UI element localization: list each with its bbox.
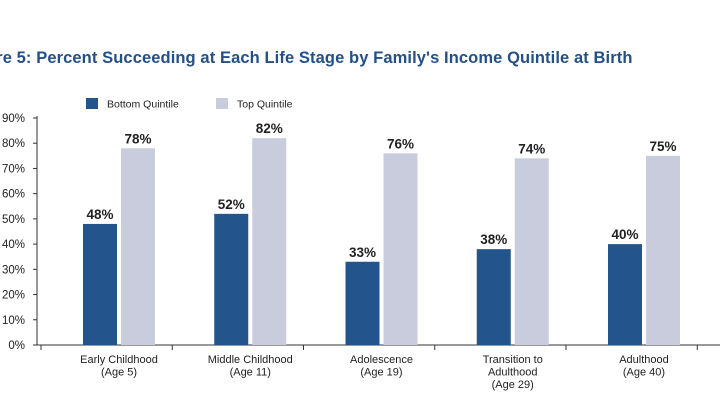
data-label: 76%: [387, 136, 414, 151]
data-label: 75%: [649, 139, 676, 154]
y-axis: 0% 10% 20% 30% 40% 50% 60% 70% 80% 90%: [2, 113, 38, 352]
y-tick-label: 70%: [2, 163, 25, 175]
category-label: Middle Childhood (Age 11): [208, 354, 293, 379]
bar-bottom-quintile: [83, 223, 117, 345]
data-label: 40%: [611, 227, 638, 242]
y-tick-label: 0%: [8, 340, 25, 352]
bar-bottom-quintile: [345, 261, 380, 345]
legend-label: Top Quintile: [237, 99, 293, 111]
data-label: 48%: [86, 207, 113, 222]
bar-top-quintile: [514, 158, 549, 345]
bar-top-quintile: [121, 148, 155, 345]
legend-swatch: [86, 98, 98, 109]
y-tick-label: 30%: [2, 264, 25, 276]
y-tick-label: 80%: [2, 138, 25, 150]
y-tick-label: 50%: [2, 214, 25, 226]
y-tick-label: 10%: [2, 315, 25, 327]
data-label: 52%: [218, 197, 245, 212]
bar-bottom-quintile: [608, 244, 642, 345]
bars: 48% 78% 52% 82% 33% 76% 38% 74% 40% 75%: [83, 121, 680, 345]
x-axis: Early Childhood (Age 5) Middle Childhood (A…: [37, 344, 720, 391]
data-label: 74%: [518, 141, 545, 156]
category-label: Adulthood (Age 40): [619, 354, 669, 379]
bar-bottom-quintile: [214, 213, 249, 345]
category-label: Transition to Adulthood (Age 29): [483, 354, 543, 391]
legend: Bottom Quintile Top Quintile: [86, 98, 293, 111]
bar-top-quintile: [383, 153, 418, 345]
chart-title: ure 5: Percent Succeeding at Each Life S…: [0, 49, 633, 67]
category-label: Adolescence (Age 19): [350, 354, 413, 379]
bar-bottom-quintile: [476, 249, 511, 345]
legend-swatch: [216, 98, 228, 109]
legend-label: Bottom Quintile: [107, 99, 179, 111]
bar-top-quintile: [252, 138, 287, 345]
y-tick-label: 90%: [2, 113, 25, 125]
bar-top-quintile: [646, 155, 680, 345]
data-label: 38%: [480, 232, 507, 247]
category-label: Early Childhood (Age 5): [80, 354, 158, 379]
data-label: 82%: [256, 121, 283, 136]
y-tick-label: 40%: [2, 239, 25, 251]
data-label: 33%: [349, 245, 376, 260]
data-label: 78%: [124, 131, 151, 146]
y-tick-label: 20%: [2, 290, 25, 302]
y-tick-label: 60%: [2, 189, 25, 201]
